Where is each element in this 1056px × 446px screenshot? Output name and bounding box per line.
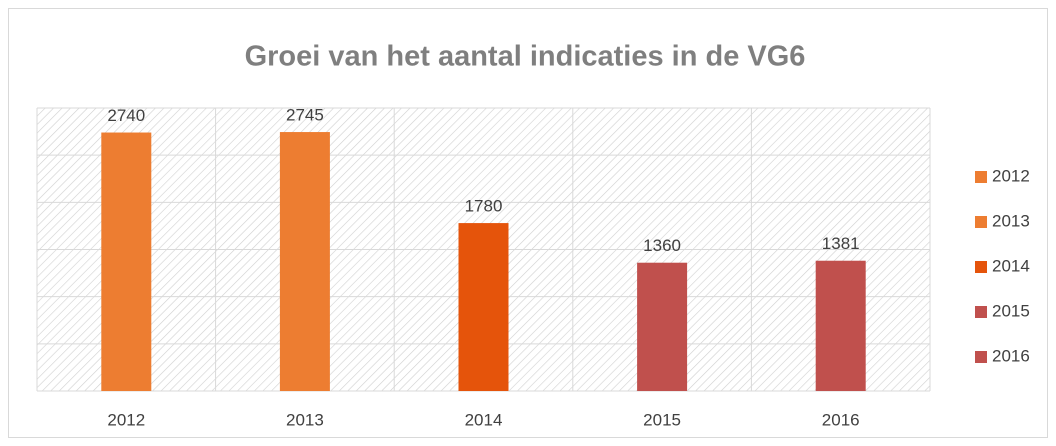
legend-label: 2013 — [992, 211, 1030, 230]
data-label: 2740 — [107, 106, 145, 125]
legend-swatch — [975, 261, 987, 273]
bar — [458, 223, 509, 391]
legend-label: 2016 — [992, 346, 1030, 365]
legend-label: 2012 — [992, 166, 1030, 185]
x-tick-label: 2012 — [107, 410, 145, 429]
data-label: 1780 — [465, 197, 503, 216]
data-label: 2745 — [286, 106, 324, 125]
bar — [279, 132, 330, 391]
x-tick-label: 2016 — [822, 410, 860, 429]
legend-swatch — [975, 306, 987, 318]
data-label: 1360 — [643, 236, 681, 255]
legend-swatch — [975, 171, 987, 183]
legend-label: 2015 — [992, 301, 1030, 320]
legend-label: 2014 — [992, 256, 1030, 275]
bar — [637, 262, 688, 391]
legend-swatch — [975, 351, 987, 363]
data-label: 1381 — [822, 234, 860, 253]
bar — [815, 260, 866, 391]
x-tick-label: 2014 — [465, 410, 503, 429]
bar — [101, 132, 152, 391]
x-tick-label: 2015 — [643, 410, 681, 429]
x-tick-label: 2013 — [286, 410, 324, 429]
chart-title: Groei van het aantal indicaties in de VG… — [245, 41, 806, 73]
legend-swatch — [975, 216, 987, 228]
